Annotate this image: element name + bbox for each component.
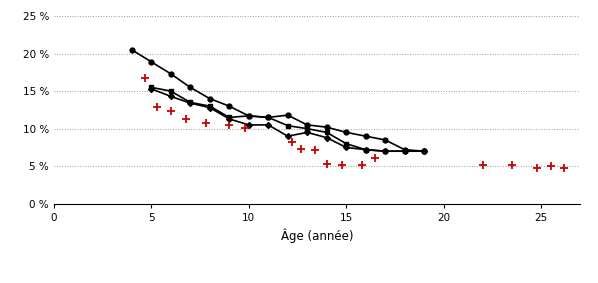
X-axis label: Âge (année): Âge (année)	[280, 228, 353, 243]
